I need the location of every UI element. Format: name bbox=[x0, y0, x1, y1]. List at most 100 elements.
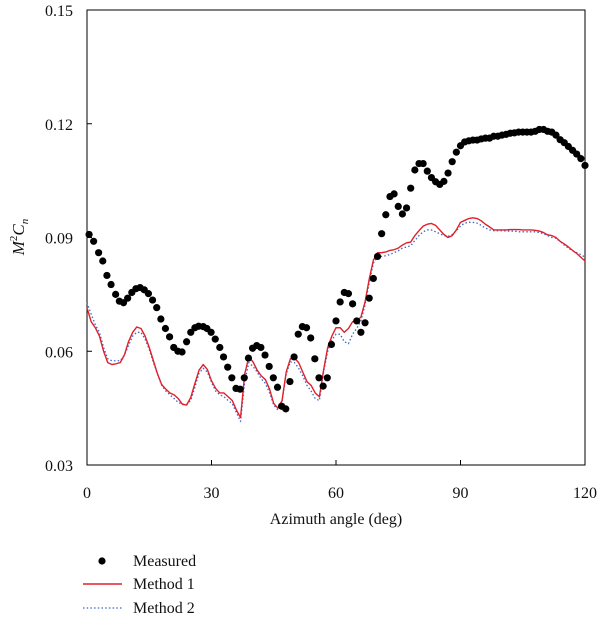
data-point-measured bbox=[411, 166, 419, 174]
legend-label-method-2: Method 2 bbox=[133, 600, 195, 617]
legend-item-method-2: Method 2 bbox=[83, 600, 195, 617]
data-point-measured bbox=[423, 167, 431, 175]
data-point-measured bbox=[394, 202, 402, 211]
data-point-measured bbox=[390, 190, 398, 198]
y-axis-label: M2Cn bbox=[8, 218, 31, 256]
data-point-measured bbox=[107, 280, 115, 289]
data-point-measured bbox=[369, 274, 377, 283]
y-axis-label-sub: n bbox=[19, 218, 31, 224]
data-point-measured bbox=[99, 257, 107, 265]
y-axis-label-mid: C bbox=[9, 224, 28, 236]
data-point-measured bbox=[144, 290, 153, 298]
y-axis-label-sup: 2 bbox=[8, 236, 20, 242]
data-point-measured bbox=[265, 362, 273, 371]
x-tick-label: 0 bbox=[83, 485, 91, 502]
data-point-measured bbox=[344, 290, 353, 298]
data-point-measured bbox=[282, 405, 290, 413]
x-tick-label: 60 bbox=[328, 485, 344, 502]
data-point-measured bbox=[290, 353, 298, 361]
data-point-measured bbox=[332, 317, 340, 325]
data-point-measured bbox=[103, 271, 111, 280]
series-lines bbox=[86, 217, 586, 423]
y-tick-label: 0.06 bbox=[45, 344, 73, 361]
data-point-measured bbox=[336, 298, 344, 306]
plot-frame bbox=[86, 9, 586, 466]
x-tick-label: 120 bbox=[573, 485, 597, 502]
x-tick-label: 30 bbox=[204, 485, 220, 502]
legend-marker-measured bbox=[98, 557, 106, 565]
data-point-measured bbox=[452, 148, 460, 156]
data-point-measured bbox=[315, 374, 323, 382]
series-markers bbox=[85, 125, 589, 413]
data-point-measured bbox=[224, 363, 232, 371]
data-point-measured bbox=[378, 230, 386, 238]
data-point-measured bbox=[349, 300, 357, 308]
data-point-measured bbox=[361, 319, 369, 327]
data-point-measured bbox=[236, 385, 244, 393]
data-point-measured bbox=[302, 324, 311, 332]
y-tick-label: 0.03 bbox=[45, 458, 73, 475]
series-line-method-1 bbox=[86, 217, 586, 419]
x-axis-ticks: 0 30 60 90 120 bbox=[83, 460, 597, 502]
data-point-measured bbox=[90, 237, 98, 245]
x-axis-label: Azimuth angle (deg) bbox=[270, 511, 402, 528]
data-point-measured bbox=[153, 304, 161, 312]
x-tick-label: 90 bbox=[453, 485, 469, 502]
y-tick-label: 0.15 bbox=[45, 3, 73, 20]
data-point-measured bbox=[323, 374, 331, 382]
data-point-measured bbox=[269, 374, 277, 382]
data-point-measured bbox=[307, 334, 315, 342]
data-point-measured bbox=[573, 150, 581, 158]
data-point-measured bbox=[261, 351, 269, 359]
series-line-method-2 bbox=[86, 221, 586, 423]
y-tick-label: 0.12 bbox=[45, 117, 73, 134]
data-point-measured bbox=[327, 340, 336, 349]
data-point-measured bbox=[124, 294, 132, 302]
data-point-measured bbox=[207, 328, 215, 336]
legend: Measured Method 1 Method 2 bbox=[83, 553, 196, 617]
data-point-measured bbox=[448, 158, 456, 166]
data-point-measured bbox=[85, 230, 93, 239]
y-axis-label-base: M bbox=[9, 240, 28, 256]
data-point-measured bbox=[311, 355, 319, 363]
data-point-measured bbox=[216, 343, 224, 352]
data-point-measured bbox=[440, 177, 448, 185]
legend-label-measured: Measured bbox=[133, 553, 196, 570]
data-point-measured bbox=[178, 348, 186, 356]
data-point-measured bbox=[294, 330, 302, 338]
legend-label-method-1: Method 1 bbox=[133, 576, 195, 593]
data-point-measured bbox=[219, 353, 228, 361]
data-point-measured bbox=[365, 294, 373, 302]
data-point-measured bbox=[161, 324, 170, 333]
data-point-measured bbox=[398, 210, 406, 218]
y-axis-ticks: 0.03 0.06 0.09 0.12 0.15 bbox=[45, 3, 92, 475]
data-point-measured bbox=[353, 317, 361, 325]
plot-area: 0 30 60 90 120 0.03 0.06 0.09 0.12 0.15 bbox=[45, 3, 597, 502]
data-point-measured bbox=[419, 159, 427, 168]
data-point-measured bbox=[552, 131, 560, 139]
data-point-measured bbox=[319, 382, 327, 390]
data-point-measured bbox=[165, 333, 174, 341]
legend-item-method-1: Method 1 bbox=[83, 576, 195, 593]
data-point-measured bbox=[183, 338, 191, 346]
data-point-measured bbox=[119, 299, 128, 307]
data-point-measured bbox=[257, 343, 265, 352]
data-point-measured bbox=[273, 383, 282, 391]
data-point-measured bbox=[211, 335, 219, 343]
data-point-measured bbox=[228, 374, 236, 382]
data-point-measured bbox=[577, 155, 585, 163]
data-point-measured bbox=[286, 377, 294, 386]
data-point-measured bbox=[148, 296, 157, 304]
legend-item-measured: Measured bbox=[98, 553, 196, 570]
data-point-measured bbox=[407, 184, 415, 192]
data-point-measured bbox=[357, 328, 365, 336]
data-point-measured bbox=[244, 354, 253, 362]
y-tick-label: 0.09 bbox=[45, 231, 73, 248]
data-point-measured bbox=[240, 374, 248, 382]
data-point-measured bbox=[382, 211, 390, 219]
data-point-measured bbox=[373, 252, 382, 261]
data-point-measured bbox=[444, 169, 452, 177]
data-point-measured bbox=[112, 290, 120, 298]
data-point-measured bbox=[157, 315, 165, 323]
